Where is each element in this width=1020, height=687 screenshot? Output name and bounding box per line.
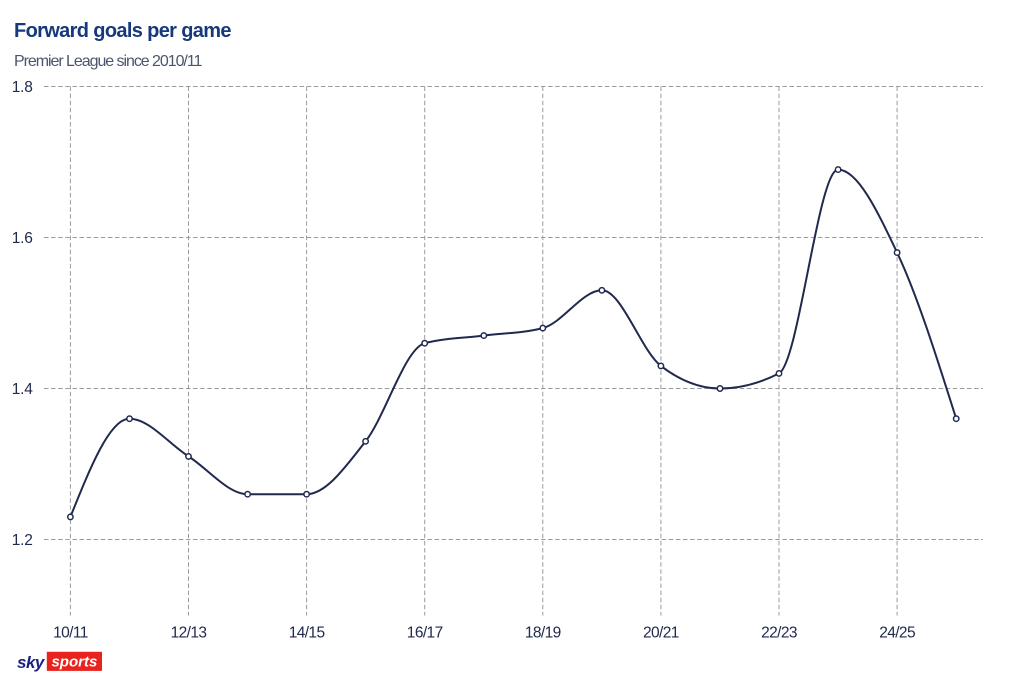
- svg-text:Forward goals per game: Forward goals per game: [14, 20, 231, 42]
- svg-text:1.4: 1.4: [12, 381, 34, 398]
- svg-text:1.2: 1.2: [12, 532, 33, 549]
- svg-text:10/11: 10/11: [53, 625, 88, 642]
- svg-text:22/23: 22/23: [761, 625, 797, 642]
- svg-text:12/13: 12/13: [171, 625, 207, 642]
- svg-text:14/15: 14/15: [289, 625, 325, 642]
- svg-text:24/25: 24/25: [879, 625, 915, 642]
- svg-text:16/17: 16/17: [407, 625, 443, 642]
- svg-text:Premier League since 2010/11: Premier League since 2010/11: [14, 53, 202, 70]
- svg-text:18/19: 18/19: [525, 625, 561, 642]
- svg-text:1.8: 1.8: [12, 79, 33, 96]
- svg-text:20/21: 20/21: [643, 625, 679, 642]
- svg-text:sports: sports: [51, 654, 97, 671]
- svg-text:sky: sky: [17, 653, 46, 672]
- svg-text:1.6: 1.6: [12, 230, 33, 247]
